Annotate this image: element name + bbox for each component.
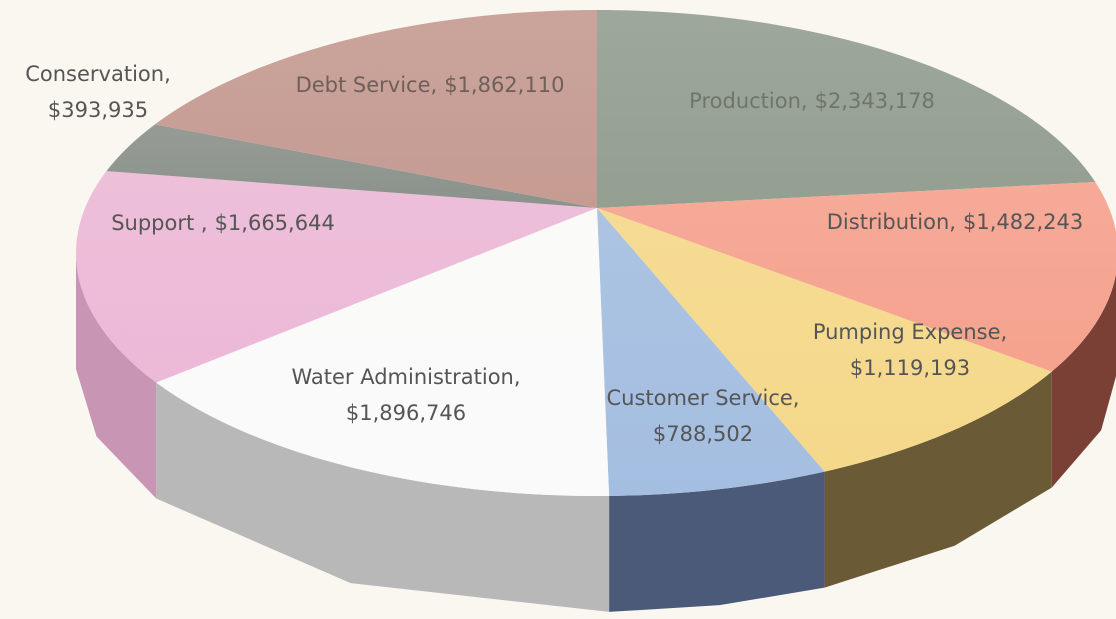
slice: [76, 171, 597, 383]
value-label: $788,502: [653, 422, 753, 446]
slice: [106, 124, 597, 208]
data-label: Distribution, $1,482,243: [827, 210, 1083, 234]
data-label: Production, $2,343,178: [689, 89, 935, 113]
slice: [597, 10, 1096, 208]
slice: [597, 208, 825, 496]
slice-side: [156, 382, 610, 612]
slice-side: [1051, 274, 1116, 488]
data-label: Customer Service, $788,502: [607, 386, 800, 446]
data-label: Debt Service, $1,862,110: [296, 73, 565, 97]
slice-side: [76, 253, 157, 499]
category-label: Conservation,: [25, 62, 171, 86]
value-label: $1,119,193: [850, 356, 970, 380]
data-label: Pumping Expense, $1,119,193: [813, 320, 1007, 380]
category-label: Debt Service,: [296, 73, 438, 97]
value-label: $1,862,110: [444, 73, 564, 97]
value-label: $2,343,178: [815, 89, 935, 113]
value-label: $1,665,644: [215, 211, 335, 235]
category-label: Production,: [689, 89, 807, 113]
slice: [597, 208, 1052, 472]
value-label: $1,482,243: [963, 210, 1083, 234]
slice-side: [824, 371, 1052, 588]
category-label: Customer Service,: [607, 386, 800, 410]
category-label: Distribution,: [827, 210, 956, 234]
slice: [597, 182, 1116, 372]
data-label: Water Administration, $1,896,746: [291, 365, 520, 425]
value-label: $1,896,746: [346, 401, 466, 425]
slice: [155, 10, 597, 208]
data-label: Support , $1,665,644: [111, 211, 335, 235]
slice-side: [609, 471, 825, 612]
value-label: $393,935: [48, 98, 148, 122]
category-label: Water Administration,: [291, 365, 520, 389]
slice: [156, 208, 610, 496]
category-label: Support ,: [111, 211, 207, 235]
category-label: Pumping Expense,: [813, 320, 1007, 344]
data-label: Conservation, $393,935: [25, 62, 171, 122]
